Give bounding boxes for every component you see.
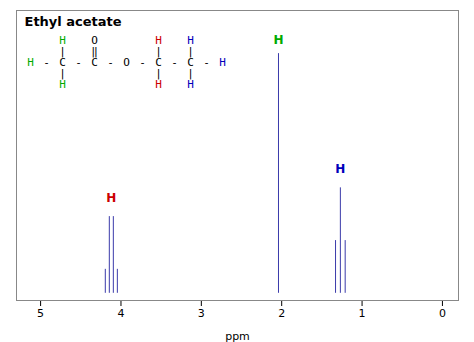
svg-text:Ethyl acetate: Ethyl acetate [25,14,122,29]
svg-text:H: H [273,33,283,47]
svg-text:H: H [187,78,194,91]
svg-text:H: H [106,191,116,205]
svg-text:H: H [59,34,66,47]
svg-text:O: O [123,56,130,69]
svg-text:H: H [335,162,345,176]
svg-text:4: 4 [117,307,124,320]
svg-text:ppm: ppm [225,330,250,342]
svg-text:-: - [139,56,146,69]
svg-text:H: H [219,56,226,69]
svg-text:3: 3 [198,307,205,320]
svg-text:H: H [27,56,34,69]
svg-text:H: H [155,78,162,91]
svg-text:C: C [155,56,162,69]
svg-text:H: H [187,34,194,47]
svg-text:O: O [91,34,98,47]
svg-text:1: 1 [359,307,366,320]
svg-text:C: C [59,56,66,69]
svg-text:2: 2 [278,307,285,320]
svg-text:-: - [171,56,178,69]
svg-text:0: 0 [439,307,446,320]
svg-text:-: - [203,56,210,69]
svg-text:-: - [75,56,82,69]
svg-text:-: - [43,56,50,69]
svg-text:C: C [91,56,98,69]
svg-text:-: - [107,56,114,69]
svg-text:H: H [155,34,162,47]
svg-text:C: C [187,56,194,69]
svg-text:5: 5 [37,307,44,320]
svg-text:H: H [59,78,66,91]
